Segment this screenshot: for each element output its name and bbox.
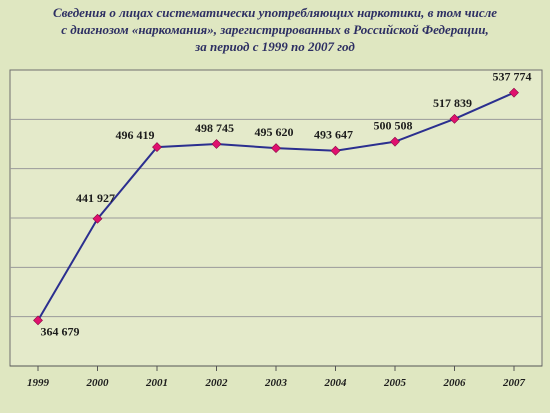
chart-title: Сведения о лицах систематически употребл…: [0, 4, 550, 55]
x-tick-label-2004: 2004: [324, 377, 348, 389]
data-point-2007: [509, 87, 519, 98]
data-labels-group: 364 679 441 927 496 419 498 745 495 620 493 6…: [41, 70, 532, 339]
chart-title-line-3: за период с 1999 по 2007 год: [195, 39, 355, 54]
x-tick-label-2003: 2003: [264, 377, 288, 389]
data-point-2005: [390, 136, 400, 147]
x-tick-label-2002: 2002: [205, 377, 229, 389]
x-tick-label-2000: 2000: [86, 377, 110, 389]
x-tick-labels-group: 1999 2000 2001 2002 2003 2004 2005 2006 2007: [27, 377, 526, 389]
data-point-2001: [152, 142, 162, 152]
x-tick-label-2007: 2007: [502, 377, 526, 389]
data-point-1999: [33, 315, 43, 326]
markers-group: [33, 87, 519, 326]
x-tick-label-2005: 2005: [383, 377, 407, 389]
data-label-2003: 495 620: [255, 125, 294, 139]
data-label-2004: 493 647: [314, 128, 353, 142]
data-label-2005: 500 508: [374, 119, 413, 133]
data-point-2000: [92, 213, 103, 224]
x-axis-ticks: [37, 366, 515, 371]
x-tick-label-2001: 2001: [145, 377, 168, 389]
data-label-2007: 537 774: [493, 70, 532, 84]
x-tick-label-2006: 2006: [443, 377, 467, 389]
data-point-2002: [211, 139, 222, 149]
data-label-2000: 441 927: [76, 191, 115, 205]
x-tick-label-1999: 1999: [27, 377, 50, 389]
data-label-2002: 498 745: [195, 121, 234, 135]
data-point-2003: [271, 143, 281, 154]
data-point-2006: [449, 113, 460, 124]
chart-title-line-1: Сведения о лицах систематически употребл…: [52, 5, 498, 20]
data-point-2004: [330, 145, 341, 156]
data-label-2001: 496 419: [116, 128, 155, 142]
chart-title-line-2: с диагнозом «наркомания», зарегистрирова…: [61, 22, 489, 37]
data-label-2006: 517 839: [433, 96, 472, 110]
data-label-1999: 364 679: [41, 324, 80, 338]
